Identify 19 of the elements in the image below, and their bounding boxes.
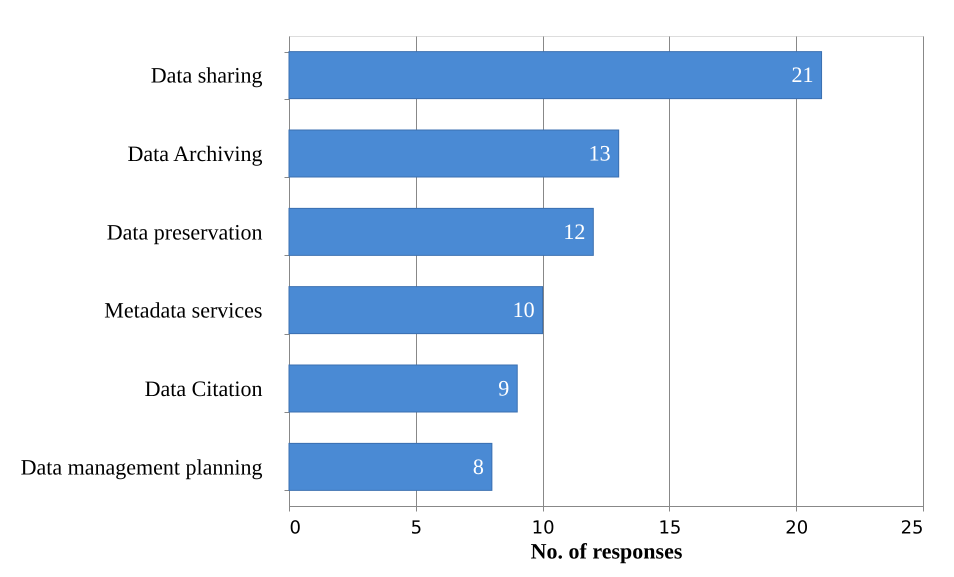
x-tick-label: 25 bbox=[900, 518, 924, 538]
data-label: 9 bbox=[498, 376, 510, 400]
y-tick-label: Data preservation bbox=[106, 219, 262, 244]
x-tick-label: 0 bbox=[290, 518, 301, 538]
x-axis-title: No. of responses bbox=[530, 538, 683, 564]
data-label: 8 bbox=[472, 454, 484, 479]
y-tick-label: Data Archiving bbox=[127, 141, 262, 166]
x-tick-label: 10 bbox=[532, 518, 555, 538]
x-tick-label: 5 bbox=[410, 518, 422, 538]
x-tick-label: 20 bbox=[785, 518, 808, 538]
y-tick-label: Data management planning bbox=[20, 454, 262, 480]
y-tick-label: Data Citation bbox=[144, 376, 262, 401]
data-label: 12 bbox=[563, 218, 586, 244]
data-label: 21 bbox=[792, 62, 814, 88]
x-tick-label: 15 bbox=[658, 518, 682, 538]
y-tick-label: Metadata services bbox=[104, 298, 262, 323]
data-label: 10 bbox=[512, 297, 535, 322]
data-label: 13 bbox=[588, 140, 611, 166]
y-tick-label: Data sharing bbox=[150, 62, 262, 88]
